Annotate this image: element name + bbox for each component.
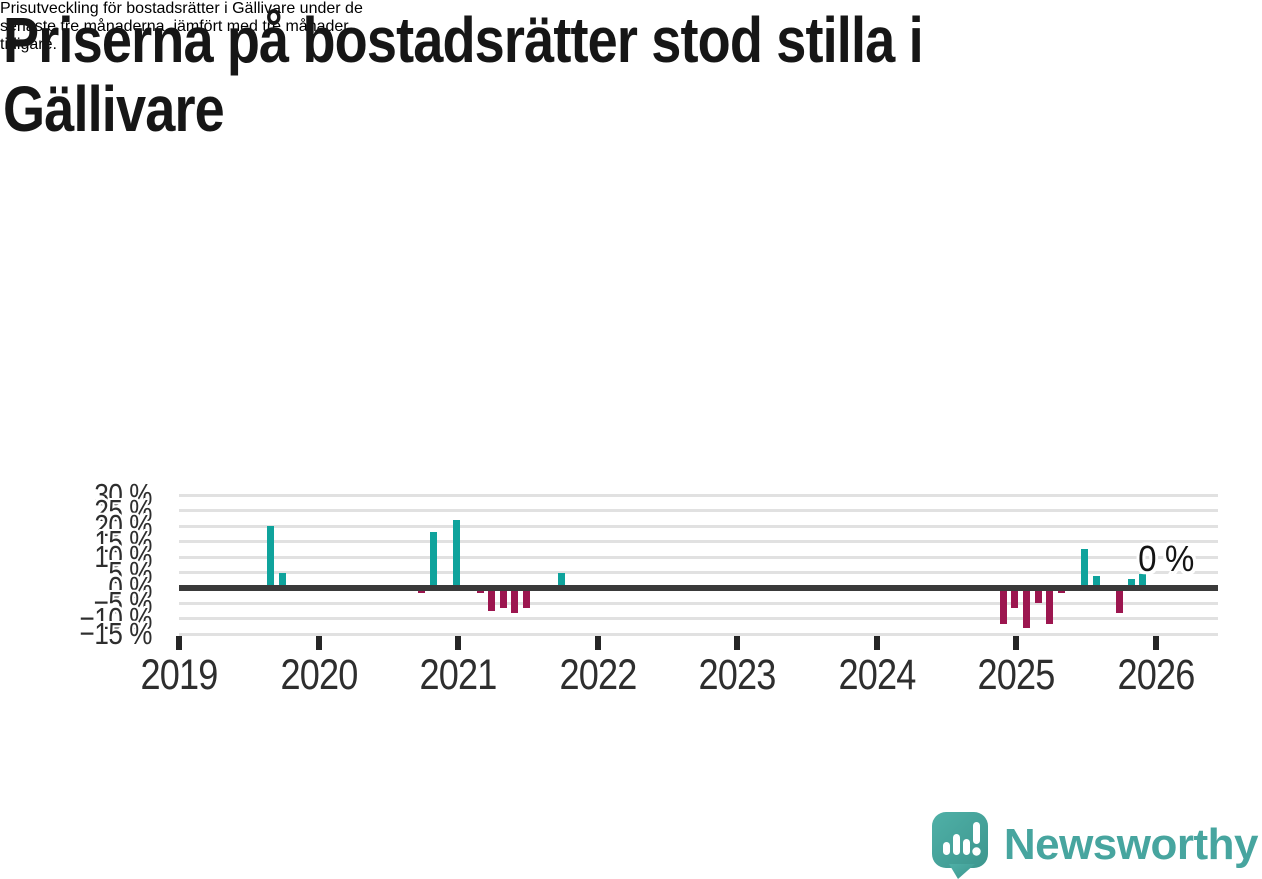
bar <box>1046 588 1054 624</box>
page-title: Priserna på bostadsrätter stod stilla i … <box>3 4 924 145</box>
bar <box>1081 549 1089 588</box>
gridline <box>179 509 1218 513</box>
bar <box>278 572 286 588</box>
bar <box>1092 575 1100 588</box>
gridline <box>179 555 1218 559</box>
x-tick-label: 2021 <box>419 651 497 699</box>
x-tick-label: 2019 <box>140 651 218 699</box>
y-tick-label: 30 % <box>94 477 152 513</box>
y-tick-label: 25 % <box>94 492 152 528</box>
y-tick-label: 0 % <box>108 570 152 605</box>
brand-name: Newsworthy <box>1003 820 1259 869</box>
x-axis-tick <box>176 636 182 650</box>
x-axis-tick <box>594 636 601 650</box>
bar <box>1139 574 1147 588</box>
x-axis-tick <box>455 636 461 650</box>
brand-footer: Newsworthy <box>931 810 1259 879</box>
x-tick-label: 2022 <box>558 651 637 699</box>
y-tick-label: 10 % <box>94 539 152 575</box>
bar <box>999 588 1007 624</box>
gridline <box>179 601 1218 605</box>
x-axis-tick <box>1013 636 1019 650</box>
page-title-line-2: Gällivare <box>3 73 225 145</box>
y-tick-label: 5 % <box>108 554 152 590</box>
y-tick-label: −5 % <box>93 585 153 621</box>
page-title-line-1: Priserna på bostadsrätter stod stilla i <box>3 4 924 76</box>
newsworthy-logo-icon <box>931 812 988 879</box>
gridline <box>179 540 1218 544</box>
gridline <box>179 632 1218 636</box>
chart-subtitle-line-2: senaste tre månaderna, jämfört med tre m… <box>0 18 349 35</box>
y-tick-label: 20 % <box>94 508 152 544</box>
x-tick-label: 2023 <box>698 651 776 699</box>
gridline <box>179 493 1218 497</box>
bar <box>488 588 496 612</box>
x-axis-tick <box>1152 636 1159 650</box>
chart-subtitle-line-3: tidigare. <box>0 36 57 53</box>
x-axis-tick <box>315 636 322 650</box>
gridline <box>179 524 1218 528</box>
bar <box>499 588 507 609</box>
bar <box>1034 588 1042 604</box>
x-tick-label: 2024 <box>837 651 916 699</box>
latest-value-label: 0 % <box>1138 538 1195 579</box>
gridline <box>179 617 1218 621</box>
bar <box>1127 578 1135 588</box>
bar <box>557 572 565 588</box>
y-tick-label: 15 % <box>94 523 152 559</box>
x-tick-label: 2025 <box>977 651 1055 699</box>
x-axis-tick <box>734 636 740 650</box>
zero-line <box>179 585 1218 591</box>
bar <box>430 532 438 588</box>
bar <box>523 588 531 609</box>
x-axis-tick <box>873 636 880 650</box>
bar <box>511 588 519 613</box>
x-tick-label: 2020 <box>279 651 358 699</box>
gridline <box>179 571 1218 575</box>
y-tick-label: −15 % <box>79 616 153 652</box>
y-tick-label: −10 % <box>79 600 153 636</box>
bar <box>1011 588 1019 609</box>
bar <box>1022 588 1030 629</box>
bar <box>267 526 275 588</box>
bar <box>453 520 461 588</box>
x-tick-label: 2026 <box>1116 651 1195 699</box>
chart-subtitle-line-1: Prisutveckling för bostadsrätter i Gälli… <box>0 0 363 17</box>
bar <box>1115 588 1123 613</box>
